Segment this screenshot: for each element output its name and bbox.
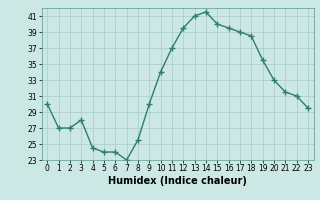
X-axis label: Humidex (Indice chaleur): Humidex (Indice chaleur) — [108, 176, 247, 186]
